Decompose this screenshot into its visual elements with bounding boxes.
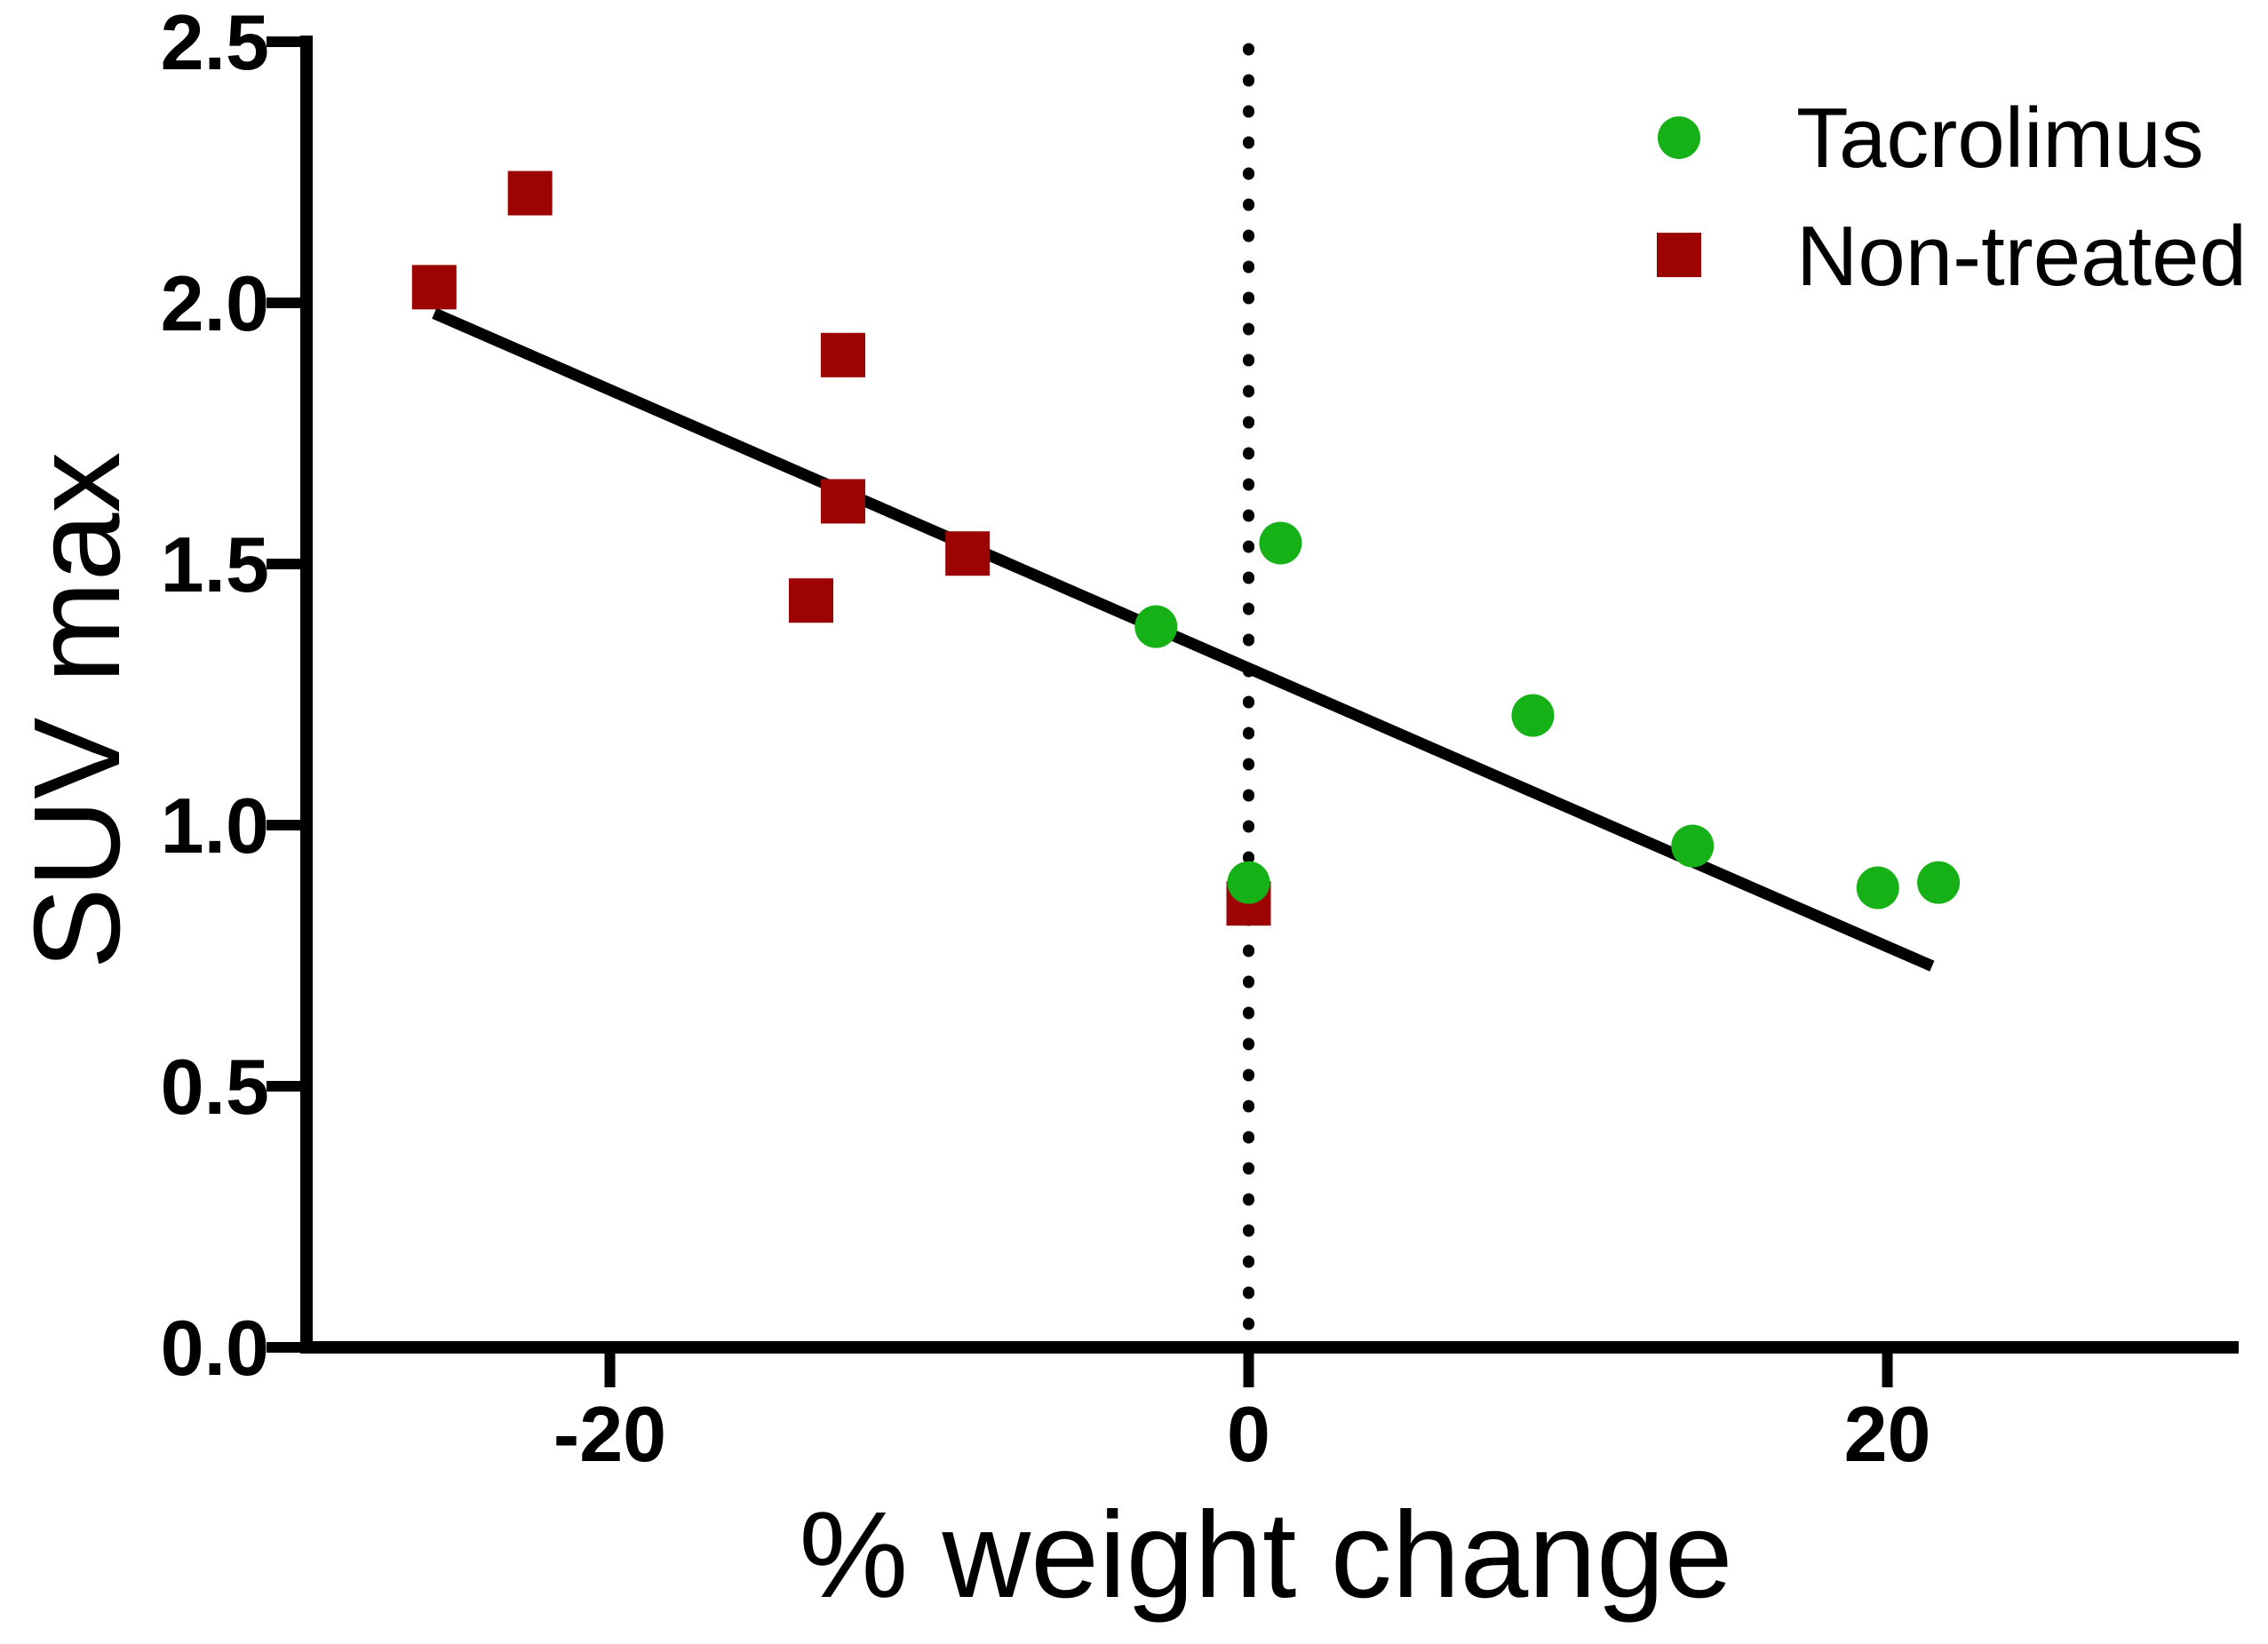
data-point-tacrolimus (1227, 861, 1270, 904)
data-point-non-treated (507, 171, 553, 216)
legend: Tacrolimus Non-treated (1657, 91, 2247, 304)
data-point-tacrolimus (1856, 866, 1899, 909)
y-tick-label: 2.5 (161, 0, 269, 86)
reference-lines-group (432, 43, 1935, 1343)
x-tick-label: 0 (1227, 1390, 1270, 1478)
x-axis-title: % weight change (799, 1487, 1732, 1624)
legend-label-non-treated: Non-treated (1796, 209, 2247, 304)
y-tick-label: 0.0 (161, 1304, 269, 1392)
y-tick-label: 2.0 (161, 259, 269, 347)
data-point-tacrolimus (1917, 861, 1961, 904)
data-point-non-treated (820, 479, 865, 524)
data-point-non-treated (789, 578, 834, 623)
trend-line (432, 307, 1935, 972)
data-point-non-treated (945, 531, 991, 576)
data-point-non-treated (820, 332, 865, 377)
y-axis-title: SUV max (9, 452, 146, 970)
data-points-group (411, 171, 1961, 926)
data-point-tacrolimus (1511, 694, 1555, 737)
y-tick-label: 0.5 (161, 1043, 269, 1131)
x-tick-label: -20 (553, 1390, 666, 1478)
axes-group: 0.0 0.5 1.0 1.5 2.0 2.5 -20 0 20 (161, 0, 2239, 1478)
y-tick-label: 1.5 (161, 520, 269, 608)
data-point-tacrolimus (1134, 605, 1178, 648)
tacrolimus-circle-icon (1658, 116, 1700, 159)
data-point-tacrolimus (1259, 521, 1302, 565)
data-point-non-treated (411, 265, 457, 310)
y-tick-label: 1.0 (161, 782, 269, 870)
non-treated-square-icon (1657, 233, 1701, 277)
x-tick-label: 20 (1844, 1390, 1931, 1478)
legend-label-tacrolimus: Tacrolimus (1796, 91, 2204, 186)
data-point-tacrolimus (1671, 824, 1715, 868)
